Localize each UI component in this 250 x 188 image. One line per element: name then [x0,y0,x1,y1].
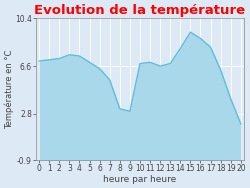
Title: Evolution de la température: Evolution de la température [34,4,246,17]
X-axis label: heure par heure: heure par heure [103,175,176,184]
Y-axis label: Température en °C: Température en °C [4,50,14,129]
